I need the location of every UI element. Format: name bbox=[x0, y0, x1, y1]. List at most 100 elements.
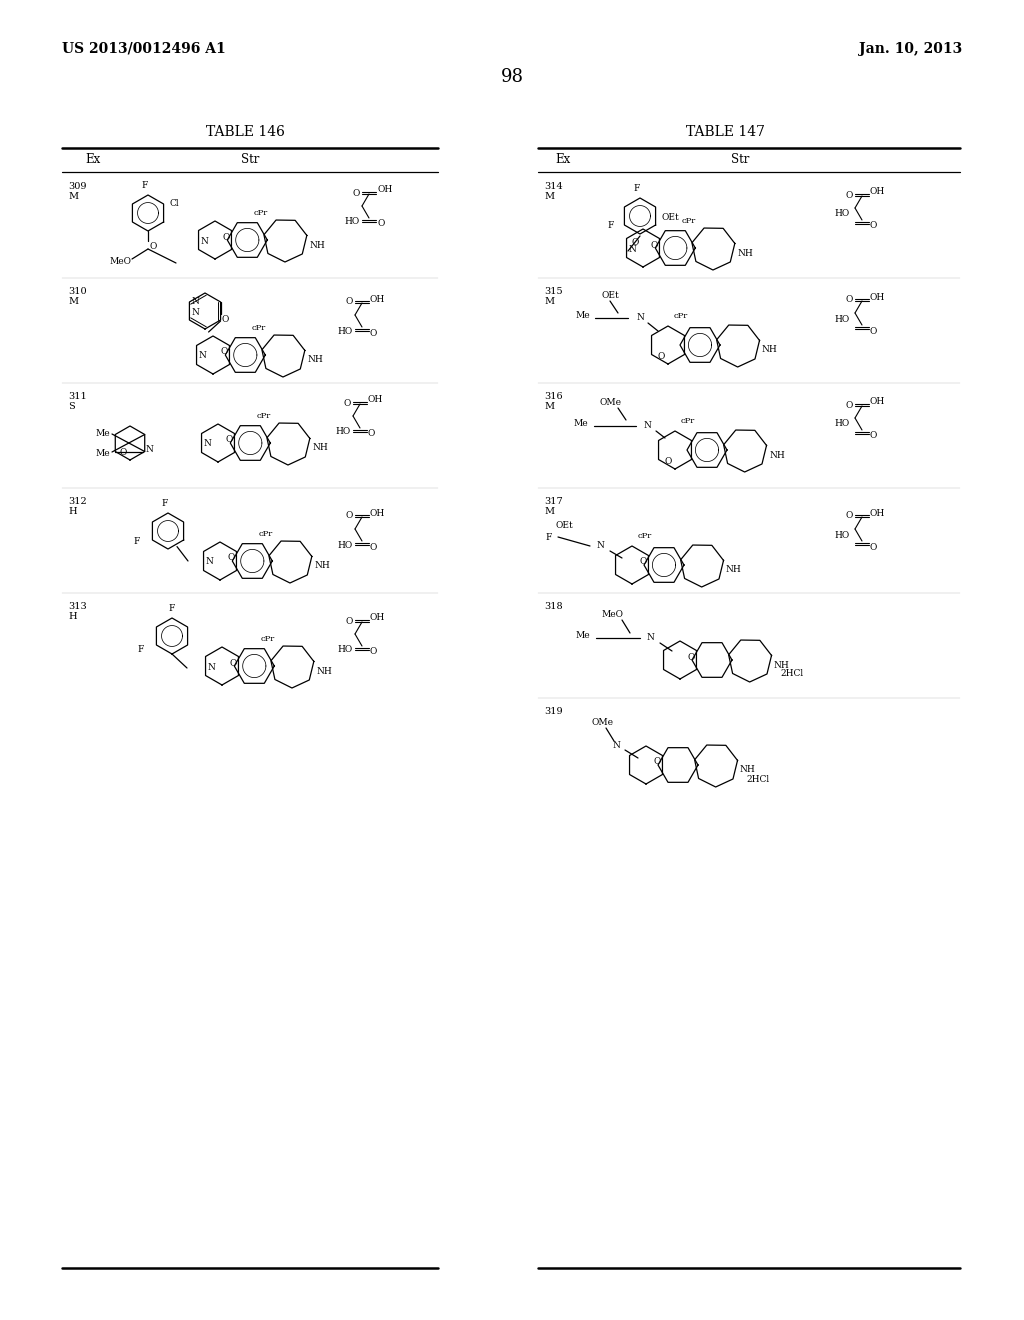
Text: O: O bbox=[352, 189, 360, 198]
Text: Ex: Ex bbox=[85, 153, 100, 166]
Text: Me: Me bbox=[95, 429, 110, 437]
Text: NH: NH bbox=[307, 355, 323, 364]
Text: F: F bbox=[133, 536, 140, 545]
Text: O: O bbox=[346, 297, 353, 306]
Text: N: N bbox=[191, 297, 200, 306]
Text: O: O bbox=[344, 399, 351, 408]
Text: HO: HO bbox=[338, 540, 353, 549]
Text: N: N bbox=[612, 741, 620, 750]
Text: O: O bbox=[846, 511, 853, 520]
Text: Me: Me bbox=[95, 449, 110, 458]
Text: OEt: OEt bbox=[555, 521, 572, 531]
Text: N: N bbox=[201, 236, 209, 246]
Text: OH: OH bbox=[870, 293, 886, 301]
Text: 2HCl: 2HCl bbox=[780, 669, 803, 678]
Text: cPr: cPr bbox=[258, 531, 272, 539]
Text: NH: NH bbox=[314, 561, 330, 570]
Text: O: O bbox=[222, 232, 229, 242]
Text: HO: HO bbox=[835, 531, 850, 540]
Text: HO: HO bbox=[835, 210, 850, 219]
Text: Me: Me bbox=[573, 420, 588, 429]
Text: cPr: cPr bbox=[674, 312, 688, 319]
Text: O: O bbox=[346, 511, 353, 520]
Text: 312: 312 bbox=[68, 498, 87, 506]
Text: O: O bbox=[870, 222, 878, 231]
Text: O: O bbox=[377, 219, 384, 228]
Text: M: M bbox=[544, 191, 554, 201]
Text: NH: NH bbox=[312, 444, 328, 453]
Text: NH: NH bbox=[769, 450, 784, 459]
Text: HO: HO bbox=[835, 314, 850, 323]
Text: F: F bbox=[634, 183, 640, 193]
Text: M: M bbox=[68, 297, 78, 306]
Text: HO: HO bbox=[345, 218, 360, 227]
Text: 318: 318 bbox=[544, 602, 562, 611]
Text: TABLE 146: TABLE 146 bbox=[206, 125, 285, 139]
Text: F: F bbox=[162, 499, 168, 508]
Text: cPr: cPr bbox=[681, 216, 695, 224]
Text: O: O bbox=[370, 543, 378, 552]
Text: NH: NH bbox=[309, 240, 325, 249]
Text: OEt: OEt bbox=[602, 290, 620, 300]
Text: NH: NH bbox=[762, 346, 778, 355]
Text: TABLE 147: TABLE 147 bbox=[685, 125, 765, 139]
Text: cPr: cPr bbox=[638, 532, 652, 540]
Text: O: O bbox=[846, 400, 853, 409]
Text: Str: Str bbox=[241, 153, 259, 166]
Text: cPr: cPr bbox=[681, 417, 695, 425]
Text: O: O bbox=[370, 329, 378, 338]
Text: O: O bbox=[227, 553, 234, 562]
Text: F: F bbox=[546, 532, 552, 541]
Text: OH: OH bbox=[368, 396, 383, 404]
Text: MeO: MeO bbox=[109, 256, 131, 265]
Text: HO: HO bbox=[338, 645, 353, 655]
Text: M: M bbox=[544, 507, 554, 516]
Text: O: O bbox=[120, 447, 127, 457]
Text: O: O bbox=[229, 659, 237, 668]
Text: NH: NH bbox=[774, 660, 790, 669]
Text: N: N bbox=[646, 634, 654, 643]
Text: O: O bbox=[653, 758, 660, 767]
Text: OH: OH bbox=[870, 397, 886, 407]
Text: 317: 317 bbox=[544, 498, 563, 506]
Text: O: O bbox=[657, 352, 665, 360]
Text: O: O bbox=[225, 436, 232, 445]
Text: O: O bbox=[870, 432, 878, 441]
Text: OH: OH bbox=[370, 614, 385, 623]
Text: O: O bbox=[846, 296, 853, 305]
Text: OH: OH bbox=[870, 187, 886, 197]
Text: O: O bbox=[150, 242, 157, 251]
Text: 2HCl: 2HCl bbox=[746, 775, 769, 784]
Text: F: F bbox=[141, 181, 148, 190]
Text: F: F bbox=[137, 645, 144, 655]
Text: cPr: cPr bbox=[251, 323, 265, 333]
Text: O: O bbox=[687, 652, 694, 661]
Text: O: O bbox=[650, 240, 657, 249]
Text: OMe: OMe bbox=[592, 718, 614, 727]
Text: N: N bbox=[208, 663, 215, 672]
Text: 315: 315 bbox=[544, 286, 562, 296]
Text: N: N bbox=[191, 308, 200, 317]
Text: N: N bbox=[145, 445, 154, 454]
Text: N: N bbox=[629, 244, 637, 253]
Text: HO: HO bbox=[338, 326, 353, 335]
Text: OMe: OMe bbox=[600, 399, 622, 407]
Text: O: O bbox=[639, 557, 646, 566]
Text: cPr: cPr bbox=[256, 412, 270, 420]
Text: O: O bbox=[846, 190, 853, 199]
Text: H: H bbox=[68, 612, 77, 620]
Text: 316: 316 bbox=[544, 392, 562, 401]
Text: 313: 313 bbox=[68, 602, 87, 611]
Text: M: M bbox=[544, 297, 554, 306]
Text: O: O bbox=[221, 315, 229, 323]
Text: OH: OH bbox=[370, 294, 385, 304]
Text: 309: 309 bbox=[68, 182, 86, 191]
Text: N: N bbox=[636, 314, 644, 322]
Text: Str: Str bbox=[731, 153, 750, 166]
Text: O: O bbox=[870, 326, 878, 335]
Text: Ex: Ex bbox=[555, 153, 570, 166]
Text: F: F bbox=[169, 605, 175, 612]
Text: 310: 310 bbox=[68, 286, 87, 296]
Text: N: N bbox=[643, 421, 651, 430]
Text: 314: 314 bbox=[544, 182, 563, 191]
